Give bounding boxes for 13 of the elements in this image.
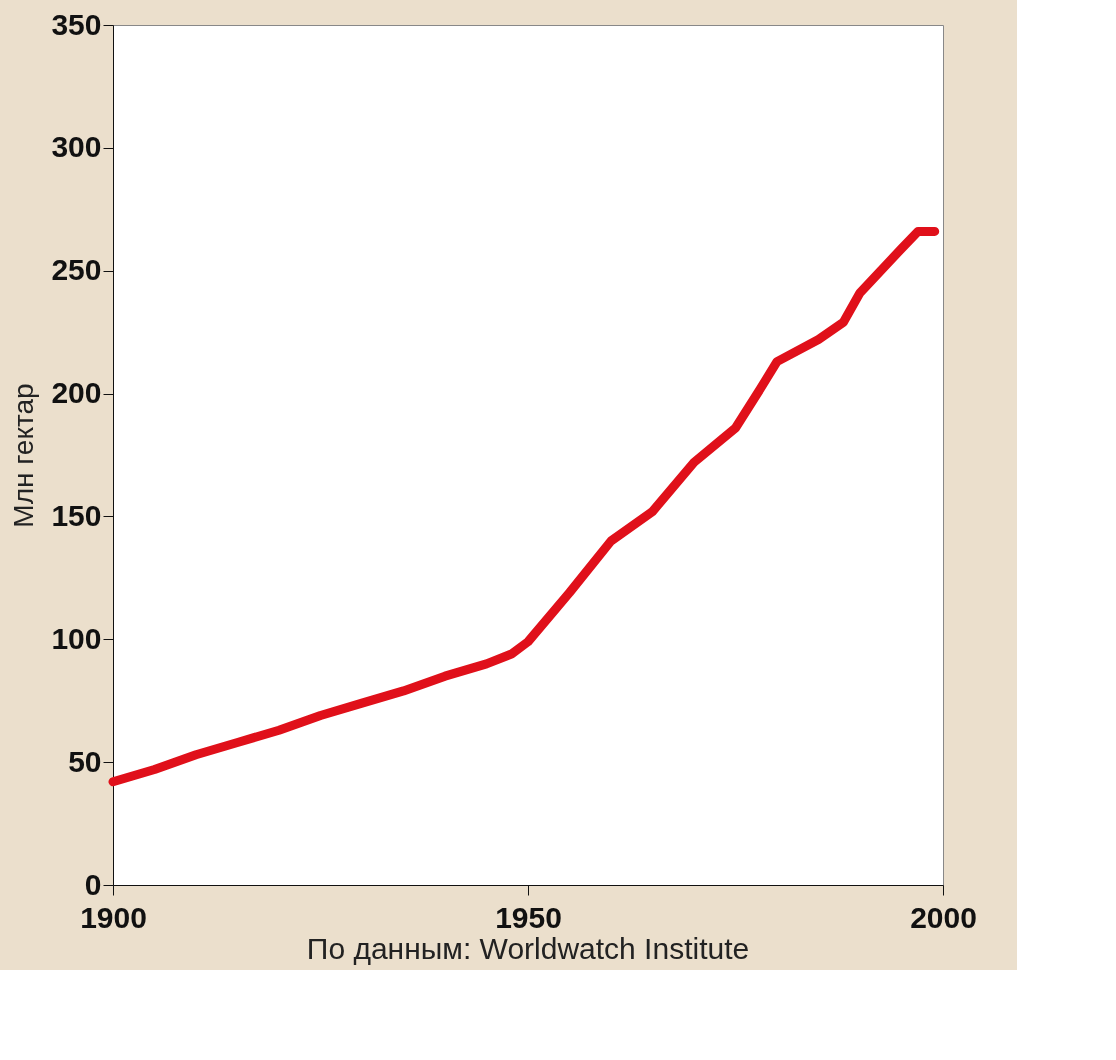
y-tick-label: 0	[84, 867, 102, 901]
y-tick-label: 150	[51, 498, 102, 532]
y-axis-title: Млн гектар	[8, 383, 40, 528]
y-tick-label: 100	[51, 621, 102, 655]
x-tick-label: 2000	[910, 900, 977, 934]
y-tick-label: 350	[51, 7, 102, 41]
y-tick-label: 300	[51, 130, 102, 164]
y-tick-label: 50	[68, 744, 102, 778]
y-tick-label: 250	[51, 253, 102, 287]
y-tick-label: 200	[51, 376, 102, 410]
text: По данным: Worldwatch Institute	[306, 932, 750, 965]
x-tick-label: 1900	[80, 900, 147, 934]
x-tick-label: 1950	[495, 900, 562, 934]
